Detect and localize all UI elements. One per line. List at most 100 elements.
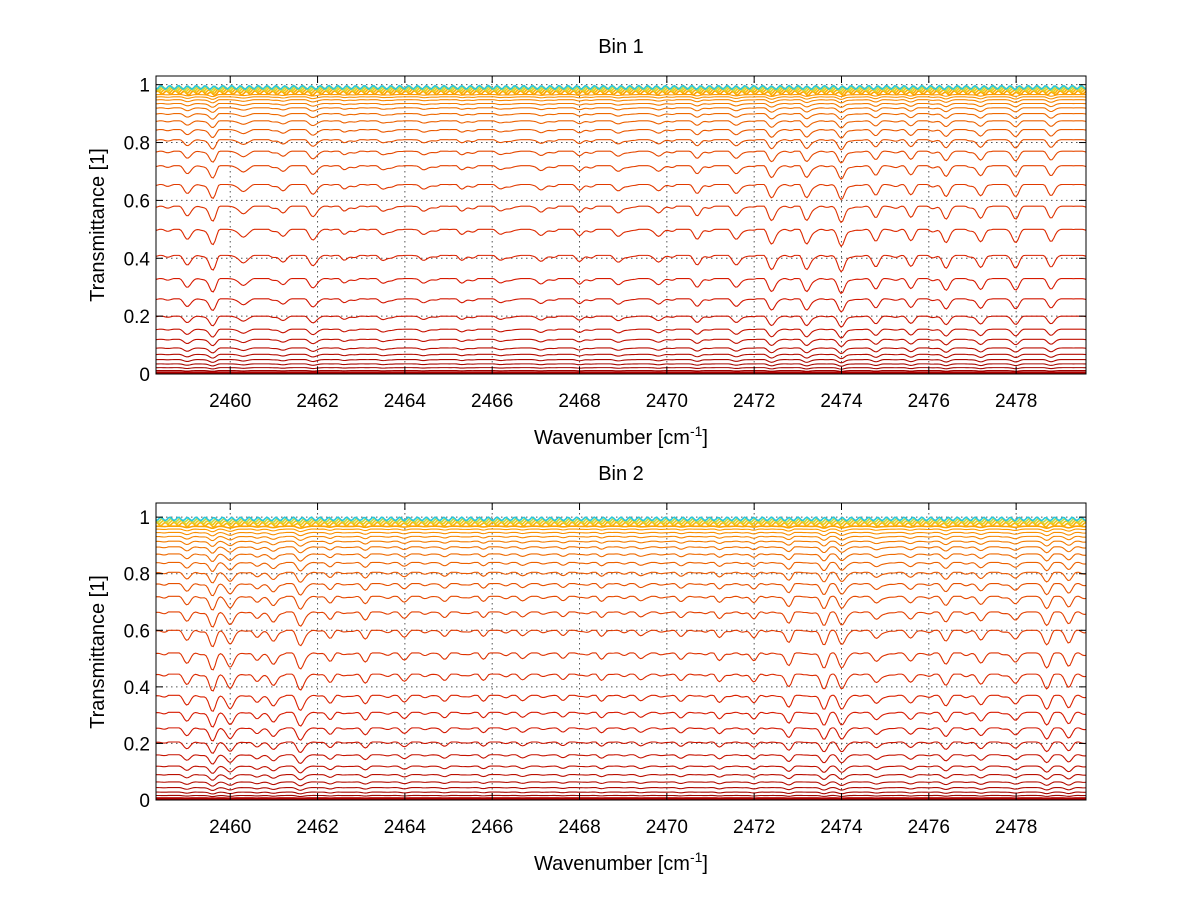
series-line bbox=[155, 531, 1087, 537]
series-line bbox=[155, 781, 1087, 787]
ticks: 2460 2462 2464 2466 2468 2470 2472 2474 2476 2478… bbox=[124, 76, 1086, 412]
series-line bbox=[155, 328, 1087, 339]
axes-frame bbox=[155, 75, 1087, 375]
series-line bbox=[155, 99, 1087, 104]
series-line bbox=[155, 363, 1087, 367]
plot-area bbox=[156, 503, 1086, 800]
x-tick-label: 2462 bbox=[296, 391, 338, 412]
series-line bbox=[155, 369, 1087, 372]
series-line bbox=[155, 765, 1087, 774]
series-line bbox=[155, 139, 1087, 151]
series-line bbox=[155, 183, 1087, 201]
x-tick-label: 2468 bbox=[558, 817, 600, 838]
series-line bbox=[155, 338, 1087, 348]
x-tick-label: 2460 bbox=[209, 391, 251, 412]
x-axis-label: Wavenumber [cm-1] bbox=[534, 849, 708, 875]
y-tick-label: 1 bbox=[139, 508, 150, 529]
y-axis-label: Transmittance [1] bbox=[87, 148, 109, 302]
series-line bbox=[155, 561, 1087, 572]
series-line bbox=[155, 786, 1087, 792]
series-line bbox=[155, 358, 1087, 364]
y-tick-label: 0.8 bbox=[124, 565, 150, 586]
series-line bbox=[155, 571, 1087, 584]
axes-frame bbox=[155, 502, 1087, 801]
series-line bbox=[155, 89, 1087, 97]
series-line bbox=[155, 540, 1087, 547]
series-line bbox=[155, 128, 1087, 139]
series-line bbox=[155, 254, 1087, 273]
chart-title: Bin 2 bbox=[598, 463, 644, 485]
series-line bbox=[155, 113, 1087, 121]
series-line bbox=[155, 754, 1087, 765]
series-line bbox=[155, 517, 1087, 524]
series-line bbox=[155, 86, 1087, 93]
y-tick-label: 0.6 bbox=[124, 191, 150, 212]
series-line bbox=[155, 711, 1087, 728]
y-tick-label: 1 bbox=[139, 76, 150, 97]
x-tick-label: 2478 bbox=[995, 391, 1037, 412]
series-line bbox=[155, 120, 1087, 129]
x-tick-label: 2476 bbox=[908, 391, 950, 412]
series-line bbox=[155, 165, 1087, 180]
series-line bbox=[155, 652, 1087, 671]
ticks: 2460 2462 2464 2466 2468 2470 2472 2474 2476 2478… bbox=[124, 503, 1086, 838]
x-tick-label: 2468 bbox=[558, 391, 600, 412]
series-line bbox=[155, 611, 1087, 628]
x-tick-label: 2464 bbox=[384, 391, 427, 412]
x-tick-label: 2470 bbox=[646, 817, 688, 838]
x-tick-label: 2474 bbox=[820, 391, 863, 412]
y-axis-label: Transmittance [1] bbox=[87, 575, 109, 729]
series-line bbox=[155, 583, 1087, 597]
series-line bbox=[155, 347, 1087, 355]
series-line bbox=[155, 277, 1087, 295]
series-line bbox=[155, 102, 1087, 108]
series-line bbox=[155, 85, 1087, 92]
series-line bbox=[155, 595, 1087, 611]
series-line bbox=[155, 553, 1087, 563]
y-tick-label: 0 bbox=[139, 791, 150, 812]
x-tick-label: 2472 bbox=[733, 817, 775, 838]
series-line bbox=[155, 88, 1087, 95]
series-line bbox=[155, 315, 1087, 328]
y-tick-label: 0.4 bbox=[124, 678, 151, 699]
series-line bbox=[155, 205, 1087, 224]
x-tick-label: 2462 bbox=[296, 817, 338, 838]
series-line bbox=[155, 741, 1087, 754]
series-line bbox=[155, 546, 1087, 554]
y-tick-label: 0.4 bbox=[124, 249, 151, 270]
x-tick-label: 2460 bbox=[209, 817, 251, 838]
y-tick-label: 0.2 bbox=[124, 307, 150, 328]
x-tick-label: 2476 bbox=[908, 817, 950, 838]
series-line bbox=[155, 298, 1087, 313]
x-tick-label: 2474 bbox=[820, 817, 863, 838]
series-line bbox=[155, 516, 1087, 522]
x-tick-label: 2478 bbox=[995, 817, 1037, 838]
series-line bbox=[155, 528, 1087, 533]
series-line bbox=[155, 673, 1087, 692]
series-line bbox=[155, 519, 1087, 526]
x-tick-label: 2472 bbox=[733, 391, 775, 412]
y-tick-label: 0.2 bbox=[124, 734, 150, 755]
bin-2-chart: 2460 2462 2464 2466 2468 2470 2472 2474 2476 2478… bbox=[87, 463, 1087, 875]
series-line bbox=[155, 791, 1087, 795]
y-tick-label: 0.6 bbox=[124, 621, 150, 642]
chart-title: Bin 1 bbox=[598, 36, 644, 58]
series-line bbox=[155, 694, 1087, 712]
x-tick-label: 2470 bbox=[646, 391, 688, 412]
series-line bbox=[155, 794, 1087, 798]
series-line bbox=[155, 367, 1087, 370]
series-line bbox=[155, 727, 1087, 742]
series-group bbox=[155, 84, 1087, 375]
x-axis-label: Wavenumber [cm-1] bbox=[534, 423, 708, 449]
x-tick-label: 2464 bbox=[384, 817, 427, 838]
bin-1-chart: 2460 2462 2464 2466 2468 2470 2472 2474 2476 2478… bbox=[87, 36, 1087, 449]
x-tick-label: 2466 bbox=[471, 391, 513, 412]
series-group bbox=[155, 516, 1087, 801]
series-line bbox=[155, 773, 1087, 781]
x-tick-label: 2466 bbox=[471, 817, 513, 838]
series-line bbox=[155, 521, 1087, 529]
series-line bbox=[155, 93, 1087, 98]
series-line bbox=[155, 629, 1087, 648]
series-line bbox=[155, 107, 1087, 114]
